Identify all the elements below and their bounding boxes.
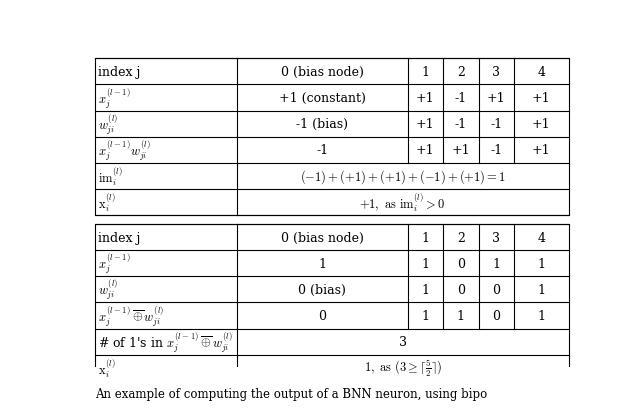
Text: +1: +1 (532, 144, 550, 157)
Bar (95, 225, 568, 381)
Text: +1: +1 (416, 92, 435, 105)
Text: $+1,\ \mathrm{as}\ \mathrm{im}_i^{(l)}>0$: $+1,\ \mathrm{as}\ \mathrm{im}_i^{(l)}>0… (360, 191, 446, 214)
Text: +1: +1 (416, 118, 435, 131)
Text: +1: +1 (451, 144, 470, 157)
Text: +1: +1 (532, 118, 550, 131)
Text: 3: 3 (399, 335, 407, 348)
Text: 2: 2 (457, 231, 465, 244)
Text: 0: 0 (492, 283, 500, 296)
Text: index j: index j (99, 231, 141, 244)
Text: 1: 1 (538, 309, 545, 322)
Text: -1: -1 (455, 92, 467, 105)
Text: 0: 0 (318, 309, 326, 322)
Text: 0 (bias node): 0 (bias node) (281, 231, 364, 244)
Text: $(-1)+(+1)+(+1)+(-1)+(+1)=1$: $(-1)+(+1)+(+1)+(-1)+(+1)=1$ (300, 168, 506, 185)
Text: +1: +1 (487, 92, 506, 105)
Text: An example of computing the output of a BNN neuron, using bipo: An example of computing the output of a … (95, 387, 487, 400)
Text: index j: index j (99, 66, 141, 78)
Text: 0: 0 (457, 283, 465, 296)
Text: $x_j^{(l-1)}w_{ji}^{(l)}$: $x_j^{(l-1)}w_{ji}^{(l)}$ (99, 138, 151, 162)
Text: $1,\ \mathrm{as}\ (3\geq\lceil\frac{5}{2}\rceil)$: $1,\ \mathrm{as}\ (3\geq\lceil\frac{5}{2… (364, 357, 442, 378)
Text: 1: 1 (421, 66, 429, 78)
Text: -1 (bias): -1 (bias) (296, 118, 348, 131)
Text: 0 (bias node): 0 (bias node) (281, 66, 364, 78)
Text: $\mathrm{x}_i^{(l)}$: $\mathrm{x}_i^{(l)}$ (99, 357, 116, 379)
Text: 1: 1 (538, 283, 545, 296)
Text: 1: 1 (318, 257, 326, 270)
Text: $x_j^{(l-1)}$: $x_j^{(l-1)}$ (99, 252, 131, 276)
Text: 3: 3 (492, 231, 500, 244)
Text: 3: 3 (492, 66, 500, 78)
Text: 1: 1 (421, 257, 429, 270)
Text: 0: 0 (492, 309, 500, 322)
Text: $x_j^{(l-1)}$: $x_j^{(l-1)}$ (99, 86, 131, 110)
Text: 1: 1 (492, 257, 500, 270)
Text: 1: 1 (457, 309, 465, 322)
Text: 0 (bias): 0 (bias) (298, 283, 346, 296)
Text: +1: +1 (532, 92, 550, 105)
Text: 1: 1 (421, 309, 429, 322)
Text: $w_{ji}^{(l)}$: $w_{ji}^{(l)}$ (99, 278, 118, 302)
Text: +1 (constant): +1 (constant) (279, 92, 365, 105)
Bar (95, 59, 568, 216)
Text: 0: 0 (457, 257, 465, 270)
Text: $w_{ji}^{(l)}$: $w_{ji}^{(l)}$ (99, 112, 118, 136)
Text: 4: 4 (538, 231, 545, 244)
Text: $x_j^{(l-1)}\,\overline{\oplus}\,w_{ji}^{(l)}$: $x_j^{(l-1)}\,\overline{\oplus}\,w_{ji}^… (99, 304, 164, 328)
Text: +1: +1 (416, 144, 435, 157)
Text: $\mathrm{im}_i^{(l)}$: $\mathrm{im}_i^{(l)}$ (99, 165, 124, 188)
Text: $\mathrm{x}_i^{(l)}$: $\mathrm{x}_i^{(l)}$ (99, 191, 116, 214)
Text: 4: 4 (538, 66, 545, 78)
Text: 1: 1 (421, 231, 429, 244)
Text: -1: -1 (455, 118, 467, 131)
Text: # of 1's in $x_j^{(l-1)}\,\overline{\oplus}\,w_{ji}^{(l)}$: # of 1's in $x_j^{(l-1)}\,\overline{\opl… (99, 330, 233, 354)
Text: -1: -1 (490, 144, 502, 157)
Text: 1: 1 (538, 257, 545, 270)
Text: 1: 1 (421, 283, 429, 296)
Text: -1: -1 (490, 118, 502, 131)
Text: -1: -1 (316, 144, 328, 157)
Text: 2: 2 (457, 66, 465, 78)
